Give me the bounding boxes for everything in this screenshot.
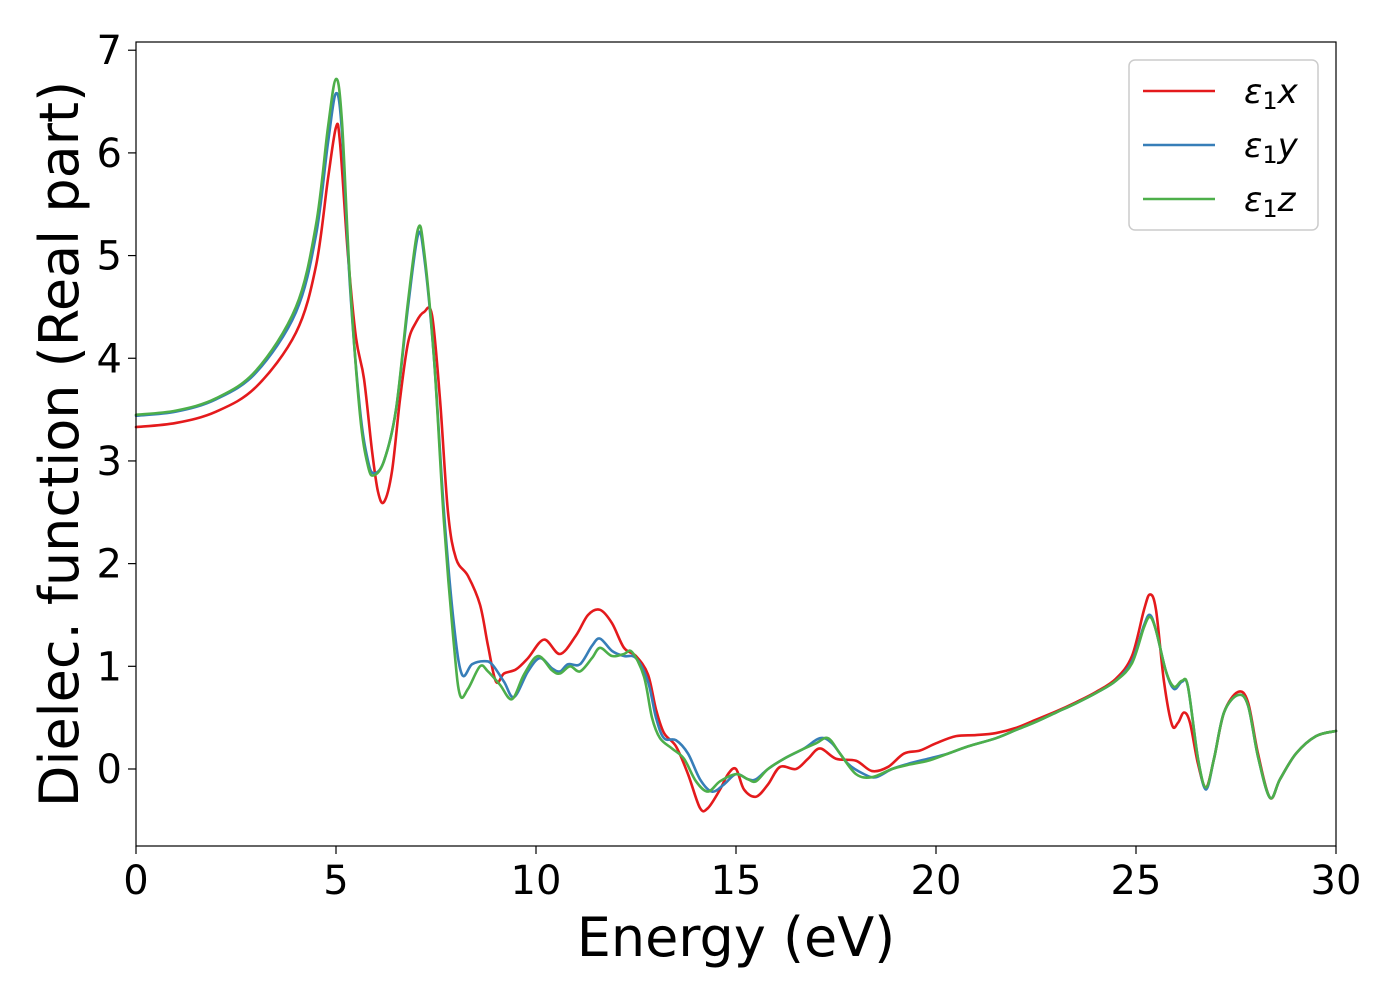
y-axis-title: Dielec. function (Real part): [28, 81, 91, 807]
legend-label-z: ε1z: [1244, 180, 1297, 223]
x-tick-label: 5: [323, 858, 348, 904]
y-tick-label: 2: [97, 542, 122, 588]
y-tick-label: 4: [97, 336, 122, 382]
series-line-x: [134, 122, 1338, 813]
legend-label-x: ε1x: [1244, 72, 1299, 115]
y-tick-label: 0: [97, 747, 122, 793]
legend-box: [1128, 59, 1319, 231]
x-tick-label: 10: [511, 858, 562, 904]
series-line-z: [134, 77, 1338, 800]
x-axis: 0 5 10 15 20 25 30: [123, 846, 1361, 904]
y-tick-label: 3: [97, 439, 122, 485]
x-tick-label: 0: [123, 858, 148, 904]
x-tick-label: 15: [711, 858, 762, 904]
x-tick-label: 30: [1311, 858, 1362, 904]
x-tick-label: 25: [1111, 858, 1162, 904]
y-tick-label: 5: [97, 234, 122, 280]
series-layer: [134, 77, 1338, 813]
legend: ε1x ε1y ε1z: [1128, 59, 1319, 231]
y-tick-label: 1: [97, 644, 122, 690]
y-tick-label: 7: [97, 28, 122, 74]
y-axis: 0 1 2 3 4 5 6 7: [97, 28, 136, 793]
legend-label-y: ε1y: [1244, 126, 1299, 169]
x-axis-title: Energy (eV): [577, 906, 896, 969]
y-tick-label: 6: [97, 131, 122, 177]
x-tick-label: 20: [911, 858, 962, 904]
